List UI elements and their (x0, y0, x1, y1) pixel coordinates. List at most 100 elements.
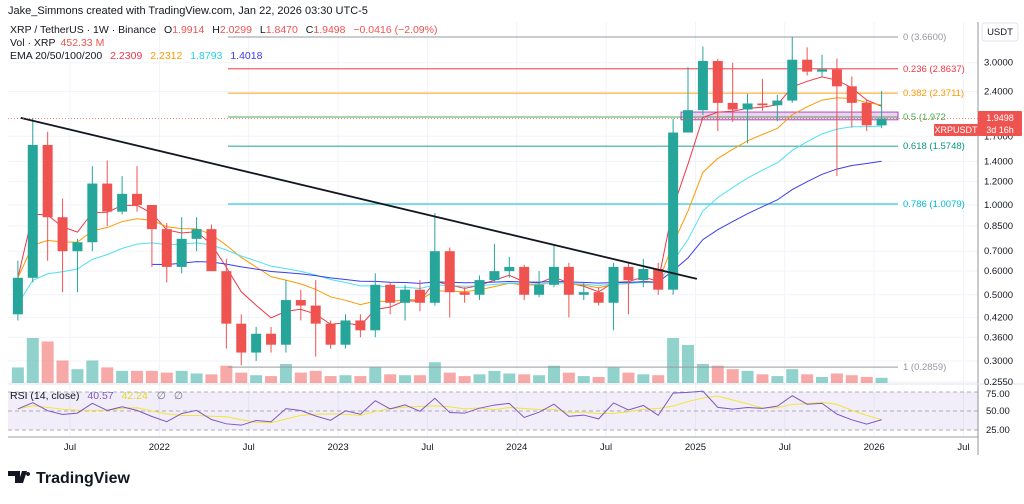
volume-bar (845, 375, 858, 383)
candle-body (817, 69, 828, 72)
candle-body (489, 271, 500, 281)
candle (459, 287, 470, 303)
candle-body (861, 102, 872, 126)
candle-body (623, 266, 634, 281)
candle-body (266, 333, 277, 345)
candle (355, 314, 366, 338)
time-tick: Jul (957, 442, 969, 453)
trendline[interactable] (20, 116, 698, 280)
candle (117, 176, 128, 215)
volume-bar (533, 375, 546, 383)
price-tick: 1.4000 (984, 156, 1013, 167)
candle (697, 46, 708, 116)
volume-bar (458, 376, 471, 383)
candle (444, 247, 455, 318)
volume-bar (413, 375, 426, 383)
rsi-axis[interactable]: 75.00 50.00 25.00 (986, 389, 1010, 436)
price-tick: 2.4000 (984, 87, 1013, 98)
volume-legend[interactable]: Vol · XRP 452.33 M (10, 37, 104, 49)
candle-body (340, 320, 351, 345)
volume-bar (741, 370, 754, 383)
time-axis[interactable]: Jul 2022 Jul 2023 Jul 2024 Jul 2025 Jul 2026 Jul (64, 442, 970, 453)
volume-bar (294, 372, 307, 383)
price-badge: XRPUSDT 1.9498 3d 16h (934, 111, 1022, 136)
fib-level-label: 0.236 (2.8637) (903, 64, 965, 75)
candle (87, 166, 98, 252)
candle-body (772, 100, 783, 106)
volume-bar (101, 367, 114, 383)
time-tick: 2025 (685, 442, 706, 453)
volume-bar (309, 370, 322, 383)
time-tick: 2023 (327, 442, 348, 453)
unit-label-box[interactable] (981, 22, 1019, 42)
candle (72, 238, 83, 293)
price-axis[interactable]: 3.0000 2.4000 1.7000 1.4000 1.2000 1.0000 0.85… (984, 58, 1013, 388)
badge-price: 1.9498 (986, 113, 1014, 123)
rsi-guides (8, 391, 978, 431)
candle (266, 326, 277, 353)
volume-bar (86, 360, 99, 383)
fib-retracement[interactable]: 0 (3.6600) 0.236 (2.8637) 0.382 (2.3711) 0.… (228, 32, 965, 373)
candle-body (414, 289, 425, 303)
candle (57, 198, 68, 293)
resistance-zone[interactable] (680, 111, 899, 121)
candle-body (846, 86, 857, 103)
candle-body (712, 61, 723, 103)
candle-body (757, 103, 768, 106)
symbol-label: XRP / TetherUS · 1W · Binance (10, 24, 156, 36)
volume-bar (11, 367, 24, 383)
candle-body (236, 323, 247, 353)
tradingview-logo-icon (8, 471, 31, 483)
price-tick: 1.7000 (984, 131, 1013, 142)
candle-body (310, 305, 321, 324)
time-tick: 2022 (149, 442, 170, 453)
tradingview-logo: TradingView (8, 470, 131, 487)
candle-body (697, 61, 708, 111)
candle-body (504, 266, 515, 272)
candle (817, 54, 828, 77)
volume-bar (652, 375, 665, 383)
candle (414, 280, 425, 312)
candle (742, 93, 753, 144)
rsi-line (17, 390, 882, 426)
price-tick: 1.2000 (984, 176, 1013, 187)
candle (429, 213, 440, 306)
candle-body (548, 266, 559, 285)
rsi-ma-line (17, 395, 882, 424)
fib-level-label: 0.618 (1.5748) (903, 141, 965, 152)
candle (653, 262, 664, 295)
candle (519, 264, 530, 301)
candle-body (400, 289, 411, 303)
volume-bar (696, 363, 709, 383)
candle-body (72, 242, 83, 252)
candle-body (563, 266, 574, 295)
fib-level-label: 0 (3.6600) (903, 32, 946, 43)
rsi-tick: 75.00 (986, 389, 1010, 400)
time-tick: Jul (64, 442, 76, 453)
candle-body (176, 238, 187, 267)
candle-body (57, 217, 68, 252)
price-tick: 0.8500 (984, 221, 1013, 232)
candle-body (727, 102, 738, 110)
candle-body (444, 251, 455, 293)
volume-bar (131, 370, 144, 383)
candle-body (12, 277, 23, 315)
candle (668, 118, 679, 295)
volume-bar (116, 370, 129, 383)
candle (548, 243, 559, 288)
candle (206, 224, 217, 272)
volume-bars (11, 338, 888, 383)
volume-bar (399, 375, 412, 383)
candle-body (459, 292, 470, 295)
candle (221, 258, 232, 349)
candle-body (683, 110, 694, 133)
rsi-legend[interactable]: RSI (14, close) 40.57 42.24 ∅ ∅ (10, 390, 183, 402)
volume-bar (488, 370, 501, 383)
ema-legend[interactable]: EMA 20/50/100/200 2.2309 2.2312 1.8793 1… (10, 50, 263, 62)
volume-bar (875, 377, 888, 383)
volume-bar (235, 372, 248, 383)
badge-symbol: XRPUSDT (934, 125, 978, 135)
price-tick: 0.6000 (984, 266, 1013, 277)
ohlc-legend[interactable]: XRP / TetherUS · 1W · Binance O1.9914 H2… (10, 24, 437, 36)
